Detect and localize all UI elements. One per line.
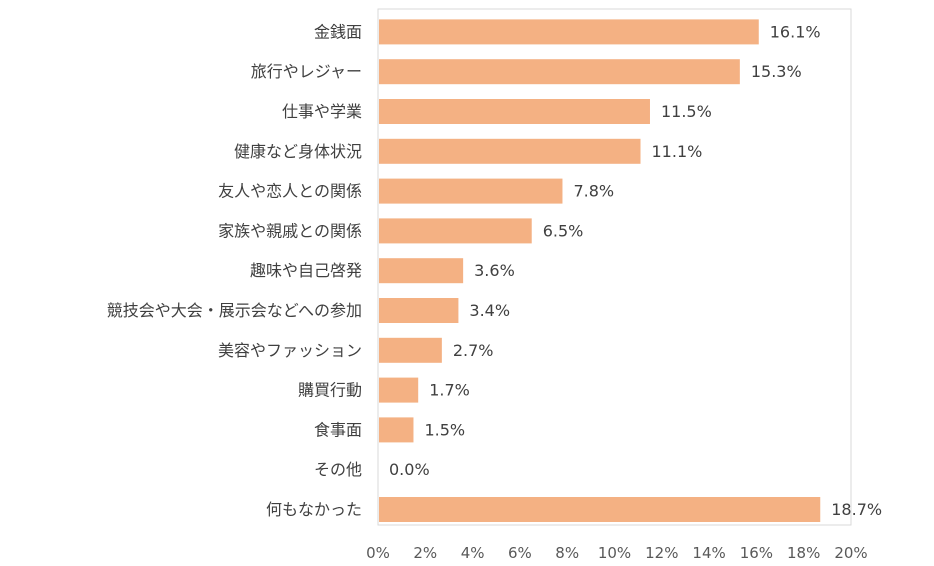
category-label: 旅行やレジャー — [251, 62, 362, 81]
data-label: 11.1% — [652, 142, 703, 161]
category-label: 趣味や自己啓発 — [250, 261, 362, 280]
data-label: 2.7% — [453, 341, 494, 360]
data-label: 11.5% — [661, 102, 712, 121]
category-label: 家族や親戚との関係 — [218, 221, 362, 240]
x-tick-label: 20% — [834, 544, 867, 562]
data-labels-group: 16.1% 15.3% 11.5% 11.1% 7.8% 6.5% 3.6% 3.4% 2.7%… — [389, 22, 882, 519]
data-label: 7.8% — [573, 182, 614, 201]
bar — [379, 99, 650, 124]
category-label: 金銭面 — [314, 22, 362, 41]
category-label: 仕事や学業 — [282, 102, 362, 121]
x-tick-label: 14% — [692, 544, 725, 562]
category-label: 食事面 — [314, 420, 362, 439]
bar — [379, 497, 821, 522]
x-tick-label: 6% — [508, 544, 532, 562]
bar — [379, 417, 414, 443]
category-label: 競技会や大会・展示会などへの参加 — [107, 301, 362, 320]
bar — [379, 138, 641, 164]
category-label: 美容やファッション — [218, 341, 362, 360]
category-label: 購買行動 — [298, 381, 362, 400]
bar — [379, 178, 563, 204]
x-tick-label: 16% — [740, 544, 773, 562]
x-tick-label: 8% — [555, 544, 579, 562]
bar — [379, 258, 464, 284]
category-label: その他 — [314, 460, 362, 479]
category-label: 友人や恋人との関係 — [218, 182, 362, 201]
bar — [379, 19, 759, 45]
data-label: 15.3% — [751, 62, 802, 81]
x-tick-label: 4% — [461, 544, 485, 562]
bar — [379, 59, 740, 85]
data-label: 0.0% — [389, 460, 430, 479]
x-tick-labels-group: 0% 2% 4% 6% 8% 10% 12% 14% 16% 18% 20% — [366, 544, 868, 562]
x-tick-label: 10% — [598, 544, 631, 562]
data-label: 3.4% — [469, 301, 510, 320]
x-tick-label: 12% — [645, 544, 678, 562]
data-label: 6.5% — [543, 221, 584, 240]
x-tick-label: 2% — [413, 544, 437, 562]
data-label: 1.7% — [429, 381, 470, 400]
bar — [379, 298, 459, 323]
bar — [379, 337, 442, 363]
x-tick-label: 0% — [366, 544, 390, 562]
data-label: 1.5% — [424, 420, 465, 439]
category-labels-group: 金銭面旅行やレジャー仕事や学業健康など身体状況友人や恋人との関係家族や親戚との関… — [107, 22, 362, 519]
x-tick-label: 18% — [787, 544, 820, 562]
bar — [379, 377, 419, 403]
category-label: 何もなかった — [266, 500, 362, 519]
data-label: 16.1% — [770, 22, 821, 41]
data-label: 18.7% — [831, 500, 882, 519]
category-label: 健康など身体状況 — [234, 142, 362, 161]
bar — [379, 218, 532, 244]
data-label: 3.6% — [474, 261, 515, 280]
bars-group — [379, 19, 821, 522]
